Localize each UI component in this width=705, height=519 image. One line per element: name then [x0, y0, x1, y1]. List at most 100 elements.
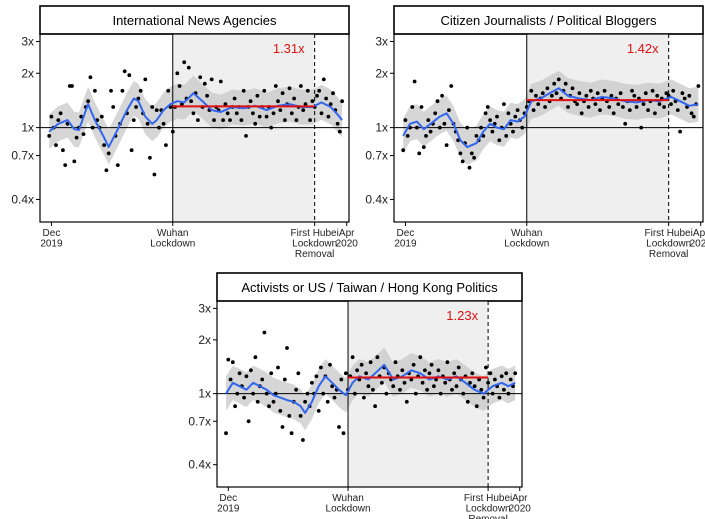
data-point — [611, 111, 616, 116]
data-point — [72, 159, 77, 164]
data-point — [432, 384, 436, 389]
data-point — [303, 102, 308, 106]
data-point — [680, 91, 685, 96]
data-point — [467, 165, 472, 170]
y-tick-label: 1x — [375, 121, 388, 135]
data-point — [301, 438, 305, 442]
data-point — [298, 414, 303, 418]
data-point — [696, 84, 701, 88]
data-point — [104, 168, 109, 173]
data-point — [241, 88, 246, 93]
data-point — [465, 125, 470, 130]
data-point — [616, 102, 621, 106]
chart-title-box — [393, 5, 704, 35]
data-point — [401, 148, 406, 153]
mean-annotation: 1.42x — [627, 41, 659, 56]
data-point — [331, 91, 335, 96]
data-point — [653, 111, 657, 116]
data-point — [497, 395, 502, 400]
data-point — [246, 419, 251, 424]
data-point — [296, 371, 301, 376]
data-point — [175, 71, 180, 76]
data-point — [460, 159, 465, 164]
data-point — [623, 121, 628, 126]
data-point — [321, 391, 326, 396]
data-point — [339, 377, 344, 382]
data-point — [470, 371, 475, 376]
data-point — [425, 387, 429, 392]
data-point — [280, 425, 285, 429]
smooth-line — [402, 87, 699, 149]
data-point — [490, 129, 495, 134]
data-point — [472, 155, 476, 160]
data-point — [515, 108, 520, 112]
data-point — [352, 391, 357, 396]
y-tick-label: 0.7x — [11, 149, 34, 163]
data-point — [420, 380, 425, 385]
data-point — [444, 143, 449, 148]
data-point — [575, 102, 579, 106]
data-point — [145, 121, 150, 126]
data-point — [310, 99, 315, 104]
data-point — [294, 118, 299, 122]
data-point — [427, 371, 432, 376]
data-point — [682, 96, 687, 101]
data-point — [122, 69, 127, 74]
data-point — [343, 371, 348, 376]
data-point — [563, 81, 568, 86]
data-point — [340, 99, 344, 104]
data-point — [593, 102, 598, 106]
data-point — [689, 111, 694, 116]
data-point — [454, 384, 459, 389]
mean-annotation: 1.23x — [446, 308, 478, 323]
data-point — [368, 360, 373, 365]
data-point — [143, 77, 148, 82]
data-point — [99, 114, 104, 119]
data-point — [488, 118, 492, 122]
data-point — [468, 380, 472, 385]
data-point — [56, 118, 61, 122]
data-point — [350, 355, 355, 360]
chart-title: Activists or US / Taiwan / Hong Kong Pol… — [241, 280, 498, 295]
data-point — [669, 102, 673, 106]
data-point — [556, 77, 561, 82]
data-point — [228, 118, 232, 122]
data-point — [58, 111, 63, 116]
data-point — [271, 111, 276, 116]
data-point — [671, 88, 676, 93]
data-point — [429, 362, 434, 367]
data-point — [504, 134, 509, 138]
data-point — [449, 84, 454, 88]
chart-panel-activists: Activists or US / Taiwan / Hong Kong Pol… — [188, 272, 531, 519]
data-point — [182, 60, 187, 65]
data-point — [328, 102, 333, 106]
data-point — [226, 357, 231, 362]
data-point — [486, 380, 490, 385]
data-point — [627, 108, 632, 112]
data-point — [251, 111, 255, 116]
data-point — [49, 114, 54, 119]
data-point — [534, 93, 538, 98]
x-tick-label: Dec 2019 — [394, 228, 417, 250]
data-point — [472, 384, 477, 389]
data-point — [81, 132, 86, 137]
data-point — [435, 99, 440, 104]
data-point — [93, 88, 97, 93]
data-point — [531, 108, 536, 112]
data-point — [443, 380, 448, 385]
data-point — [239, 118, 244, 122]
data-point — [189, 99, 194, 104]
data-point — [332, 395, 337, 400]
data-point — [325, 399, 330, 404]
data-point — [319, 365, 323, 370]
data-point — [410, 105, 415, 109]
data-point — [646, 108, 650, 112]
data-point — [621, 105, 625, 109]
data-point — [643, 91, 648, 96]
data-point — [495, 114, 499, 119]
data-point — [440, 93, 444, 98]
data-point — [317, 88, 322, 93]
data-point — [209, 77, 214, 82]
